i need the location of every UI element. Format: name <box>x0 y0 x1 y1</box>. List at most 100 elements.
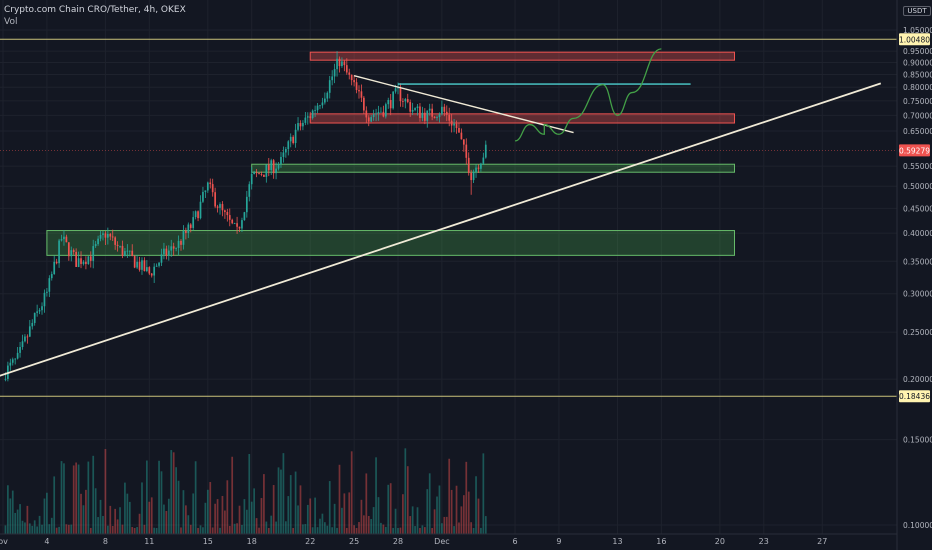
candle-body <box>119 245 121 247</box>
volume-bar <box>436 496 438 534</box>
candle-body <box>167 250 170 256</box>
candle-body <box>245 196 248 213</box>
candle-body <box>294 129 297 144</box>
candle-body <box>343 61 346 66</box>
volume-bar <box>121 524 124 534</box>
candle-body <box>124 251 126 256</box>
volume-bar <box>11 490 14 534</box>
volume-bar <box>75 462 78 534</box>
candle-body <box>280 156 282 165</box>
volume-bar <box>428 473 431 534</box>
drawings <box>0 48 882 377</box>
symbol-title[interactable]: Crypto.com Chain CRO/Tether, 4h, OKEX <box>4 5 186 15</box>
volume-bar <box>136 527 138 534</box>
candle-body <box>131 250 134 257</box>
time-tick-label: 27 <box>817 537 827 546</box>
candle-body <box>48 278 51 292</box>
volume-bar <box>48 524 51 534</box>
volume-bar <box>336 527 338 534</box>
candle-body <box>197 211 199 219</box>
time-tick-label: ov <box>0 537 8 546</box>
volume-bar <box>26 505 29 534</box>
volume-bar <box>33 520 36 534</box>
volume-bar <box>138 513 141 534</box>
volume-bar <box>458 522 460 534</box>
candle-body <box>367 117 370 122</box>
volume-bar <box>360 499 363 534</box>
volume-bar <box>380 522 382 534</box>
candle-body <box>143 260 146 272</box>
volume-bar <box>109 505 112 534</box>
volume-bar <box>372 507 375 534</box>
volume-bar <box>226 480 229 534</box>
volume-bar <box>187 515 190 534</box>
volume-bar <box>85 489 87 534</box>
volume-bar <box>255 518 258 534</box>
candle-body <box>397 87 399 89</box>
candle-body <box>470 172 473 181</box>
volume-bar <box>9 498 12 534</box>
volume-bar <box>316 527 319 534</box>
candle-body <box>277 164 280 169</box>
chart-legend[interactable]: Crypto.com Chain CRO/Tether, 4h, OKEX Vo… <box>4 4 186 28</box>
candle-body <box>441 106 443 115</box>
volume-bar <box>453 526 455 534</box>
volume-bar <box>126 493 129 534</box>
volume-bar <box>89 527 92 534</box>
candle-body <box>387 100 390 105</box>
hline-price-badge <box>899 33 930 46</box>
volume-bar <box>348 492 351 534</box>
volume-bar <box>158 460 160 534</box>
candle-body <box>14 358 17 360</box>
price-axis-labels[interactable]: 1.05000 0.95000 0.90000 0.85000 0.80000 0.750… <box>903 26 932 530</box>
candle-body <box>209 182 212 185</box>
candle-body <box>438 114 441 118</box>
volume-bar <box>99 499 102 534</box>
candle-body <box>348 72 351 75</box>
volume-bar <box>209 482 212 534</box>
candle-body <box>360 91 363 98</box>
candle-body <box>260 174 263 175</box>
volume-bar <box>177 480 180 534</box>
candle-body <box>331 76 334 81</box>
candle-body <box>214 192 216 207</box>
time-axis-labels[interactable]: ov 4 8 11 15 18 22 25 28 Dec 6 9 13 16 20 23 27 <box>0 537 827 546</box>
candle-body <box>453 123 455 126</box>
candle-body <box>477 167 480 169</box>
volume-bar <box>421 525 424 534</box>
price-tick-label: 0.35000 <box>903 257 932 266</box>
volume-bar <box>419 527 421 534</box>
candle-body <box>221 204 224 211</box>
hline-price-badge <box>899 390 930 403</box>
volume-label[interactable]: Vol <box>4 17 18 27</box>
time-tick-label: Dec <box>434 537 449 546</box>
price-tick-label: 0.80000 <box>903 83 932 92</box>
volume-bar <box>153 527 156 534</box>
candle-body <box>216 206 219 208</box>
currency-badge[interactable]: USDT <box>903 6 931 16</box>
candle-body <box>75 251 78 267</box>
volume-bar <box>253 488 256 534</box>
volume-bar <box>63 463 65 534</box>
volume-bar <box>333 503 336 534</box>
candle-body <box>462 139 465 145</box>
candle-body <box>121 245 124 256</box>
candle-body <box>9 362 12 366</box>
volume-bar <box>221 495 224 534</box>
candle-body <box>82 261 85 264</box>
volume-bar <box>170 450 173 534</box>
candle-body <box>304 117 307 123</box>
candle-body <box>141 260 143 270</box>
volume-bar <box>343 493 346 534</box>
candle-body <box>89 256 92 261</box>
volume-bar <box>141 482 143 534</box>
volume-bar <box>399 527 402 534</box>
volume-bar <box>326 525 329 534</box>
volume-bar <box>441 523 443 534</box>
candle-body <box>455 123 458 129</box>
candle-body <box>206 182 209 191</box>
candle-body <box>182 230 185 245</box>
candle-body <box>109 233 112 237</box>
